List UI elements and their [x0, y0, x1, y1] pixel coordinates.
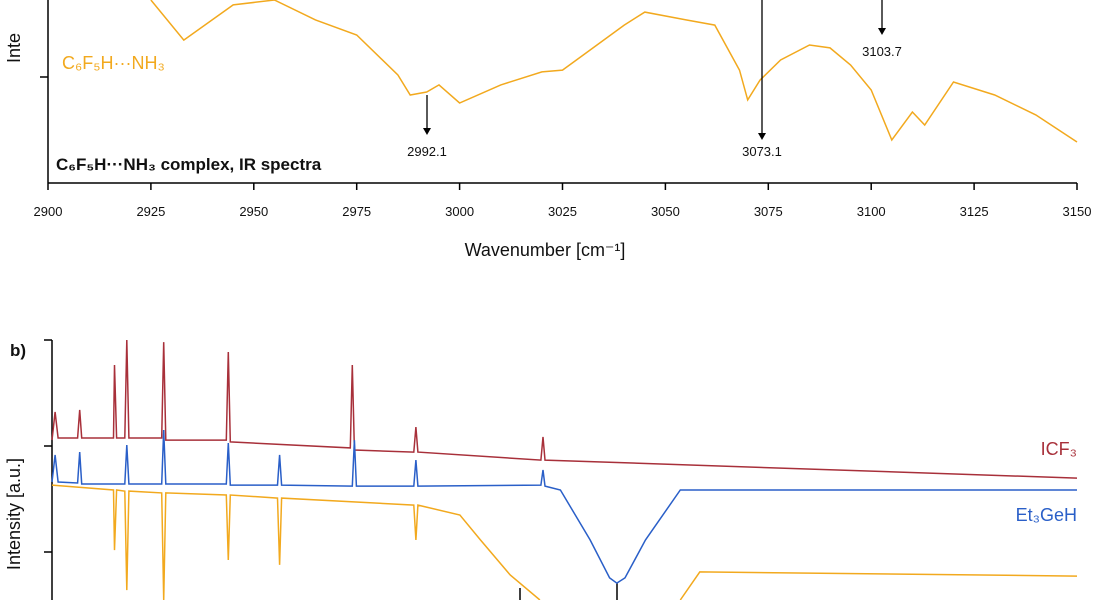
arrow-head — [758, 133, 766, 140]
x-tick-label: 3075 — [754, 204, 783, 219]
annotation: 2992.1 — [407, 144, 447, 159]
x-tick-label: 3025 — [548, 204, 577, 219]
x-tick-label: 2950 — [239, 204, 268, 219]
annotation: 3073.1 — [742, 144, 782, 159]
x-tick-label: 3000 — [445, 204, 474, 219]
panel-title: C₆F₅H···NH₃ complex, IR spectra — [56, 155, 322, 174]
arrow-head — [423, 128, 431, 135]
series-label: Et₃GeH — [1016, 505, 1077, 525]
x-axis-label: Wavenumber [cm⁻¹] — [465, 240, 626, 260]
y-axis-label: Intensity [a.u.] — [4, 458, 24, 570]
x-tick-label: 3125 — [960, 204, 989, 219]
series-label: ICF₃ — [1041, 439, 1077, 459]
spectrum-line — [150, 0, 1078, 143]
spectrum-line — [51, 339, 1078, 479]
spectrum-line — [51, 484, 1078, 600]
x-tick-label: 3050 — [651, 204, 680, 219]
x-tick-label: 3100 — [857, 204, 886, 219]
x-tick-label: 2900 — [34, 204, 63, 219]
x-tick-label: 2975 — [342, 204, 371, 219]
spectrum-line — [51, 429, 1077, 585]
arrow-head — [878, 28, 886, 35]
panel-label: b) — [10, 341, 26, 360]
x-tick-label: 2925 — [136, 204, 165, 219]
series-label: C₆F₅H···NH₃ — [62, 53, 165, 73]
y-axis-label: Inte — [4, 33, 24, 63]
annotation: 3103.7 — [862, 44, 902, 59]
x-tick-label: 3150 — [1063, 204, 1092, 219]
